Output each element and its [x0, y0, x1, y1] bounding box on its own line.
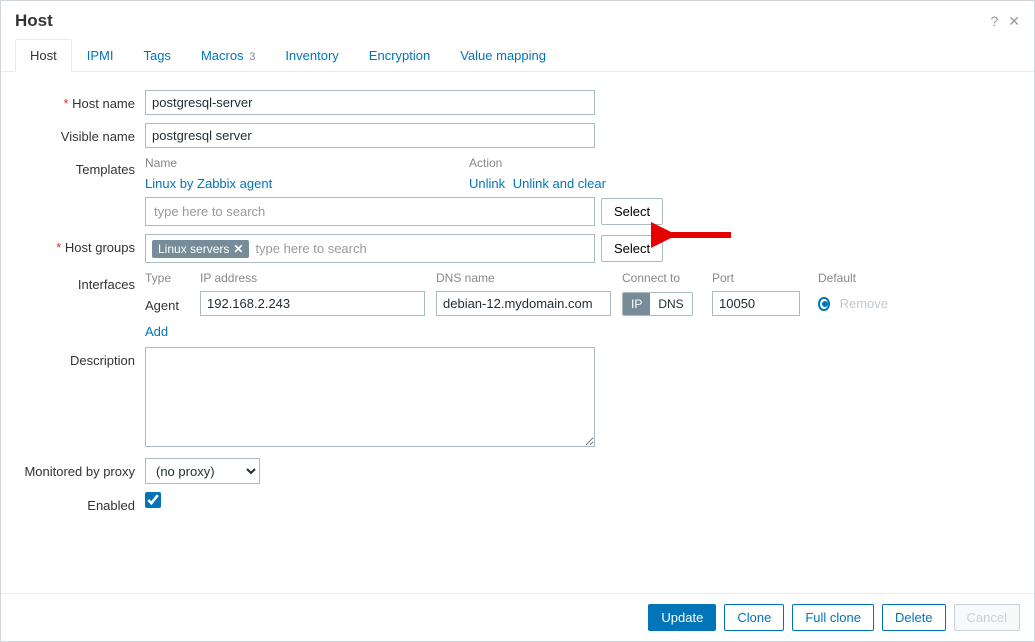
iface-col-connect: Connect to: [622, 271, 702, 285]
help-icon[interactable]: ?: [990, 13, 998, 30]
iface-col-ip: IP address: [200, 271, 430, 285]
hostgroups-search-input[interactable]: [253, 239, 588, 258]
enabled-label: Enabled: [15, 492, 145, 513]
proxy-label: Monitored by proxy: [15, 458, 145, 479]
interface-add-link[interactable]: Add: [145, 324, 168, 339]
iface-col-default: Default: [818, 271, 888, 285]
enabled-checkbox[interactable]: [145, 492, 161, 508]
close-icon[interactable]: ✕: [1008, 13, 1020, 30]
delete-button[interactable]: Delete: [882, 604, 946, 631]
hostgroups-label: Host groups: [15, 234, 145, 255]
templates-col-action: Action: [469, 156, 502, 170]
dialog-footer: Update Clone Full clone Delete Cancel: [1, 593, 1034, 641]
visible-name-input[interactable]: [145, 123, 595, 148]
connect-ip-option[interactable]: IP: [623, 293, 650, 315]
iface-col-dns: DNS name: [436, 271, 616, 285]
template-name-link[interactable]: Linux by Zabbix agent: [145, 176, 469, 191]
interface-remove-link: Remove: [840, 296, 888, 311]
cancel-button[interactable]: Cancel: [954, 604, 1020, 631]
tab-tags[interactable]: Tags: [128, 39, 185, 71]
visname-label: Visible name: [15, 123, 145, 144]
templates-search-box[interactable]: [145, 197, 595, 226]
iface-col-port: Port: [712, 271, 804, 285]
description-textarea[interactable]: [145, 347, 595, 447]
tabs: Host IPMI Tags Macros 3 Inventory Encryp…: [1, 39, 1034, 72]
interface-row: Agent IPDNS Remove: [145, 291, 888, 316]
template-row: Linux by Zabbix agent Unlink Unlink and …: [145, 176, 665, 191]
hostgroup-tag[interactable]: Linux servers ✕: [152, 240, 249, 258]
dialog-title: Host: [15, 11, 53, 31]
templates-select-button[interactable]: Select: [601, 198, 663, 225]
interface-port-input[interactable]: [712, 291, 800, 316]
update-button[interactable]: Update: [648, 604, 716, 631]
clone-button[interactable]: Clone: [724, 604, 784, 631]
interface-default-radio[interactable]: [818, 297, 830, 311]
tab-macros[interactable]: Macros 3: [186, 39, 270, 71]
description-label: Description: [15, 347, 145, 368]
hostname-label: Host name: [15, 90, 145, 111]
tab-ipmi[interactable]: IPMI: [72, 39, 129, 71]
iface-col-type: Type: [145, 271, 200, 285]
hostgroup-tag-remove-icon[interactable]: ✕: [233, 242, 243, 256]
interfaces-label: Interfaces: [15, 271, 145, 292]
templates-col-name: Name: [145, 156, 469, 170]
tab-valuemapping[interactable]: Value mapping: [445, 39, 561, 71]
connect-to-toggle[interactable]: IPDNS: [622, 292, 693, 316]
tab-inventory[interactable]: Inventory: [270, 39, 353, 71]
tab-host[interactable]: Host: [15, 39, 72, 72]
hostgroups-select-button[interactable]: Select: [601, 235, 663, 262]
templates-label: Templates: [15, 156, 145, 177]
template-unlinkclear-link[interactable]: Unlink and clear: [513, 176, 606, 191]
connect-dns-option[interactable]: DNS: [650, 293, 691, 315]
interface-type: Agent: [145, 294, 200, 313]
fullclone-button[interactable]: Full clone: [792, 604, 874, 631]
templates-search-input[interactable]: [152, 202, 588, 221]
hostname-input[interactable]: [145, 90, 595, 115]
proxy-select[interactable]: (no proxy): [145, 458, 260, 484]
interface-dns-input[interactable]: [436, 291, 611, 316]
hostgroups-box[interactable]: Linux servers ✕: [145, 234, 595, 263]
interface-ip-input[interactable]: [200, 291, 425, 316]
template-unlink-link[interactable]: Unlink: [469, 176, 505, 191]
tab-encryption[interactable]: Encryption: [354, 39, 445, 71]
